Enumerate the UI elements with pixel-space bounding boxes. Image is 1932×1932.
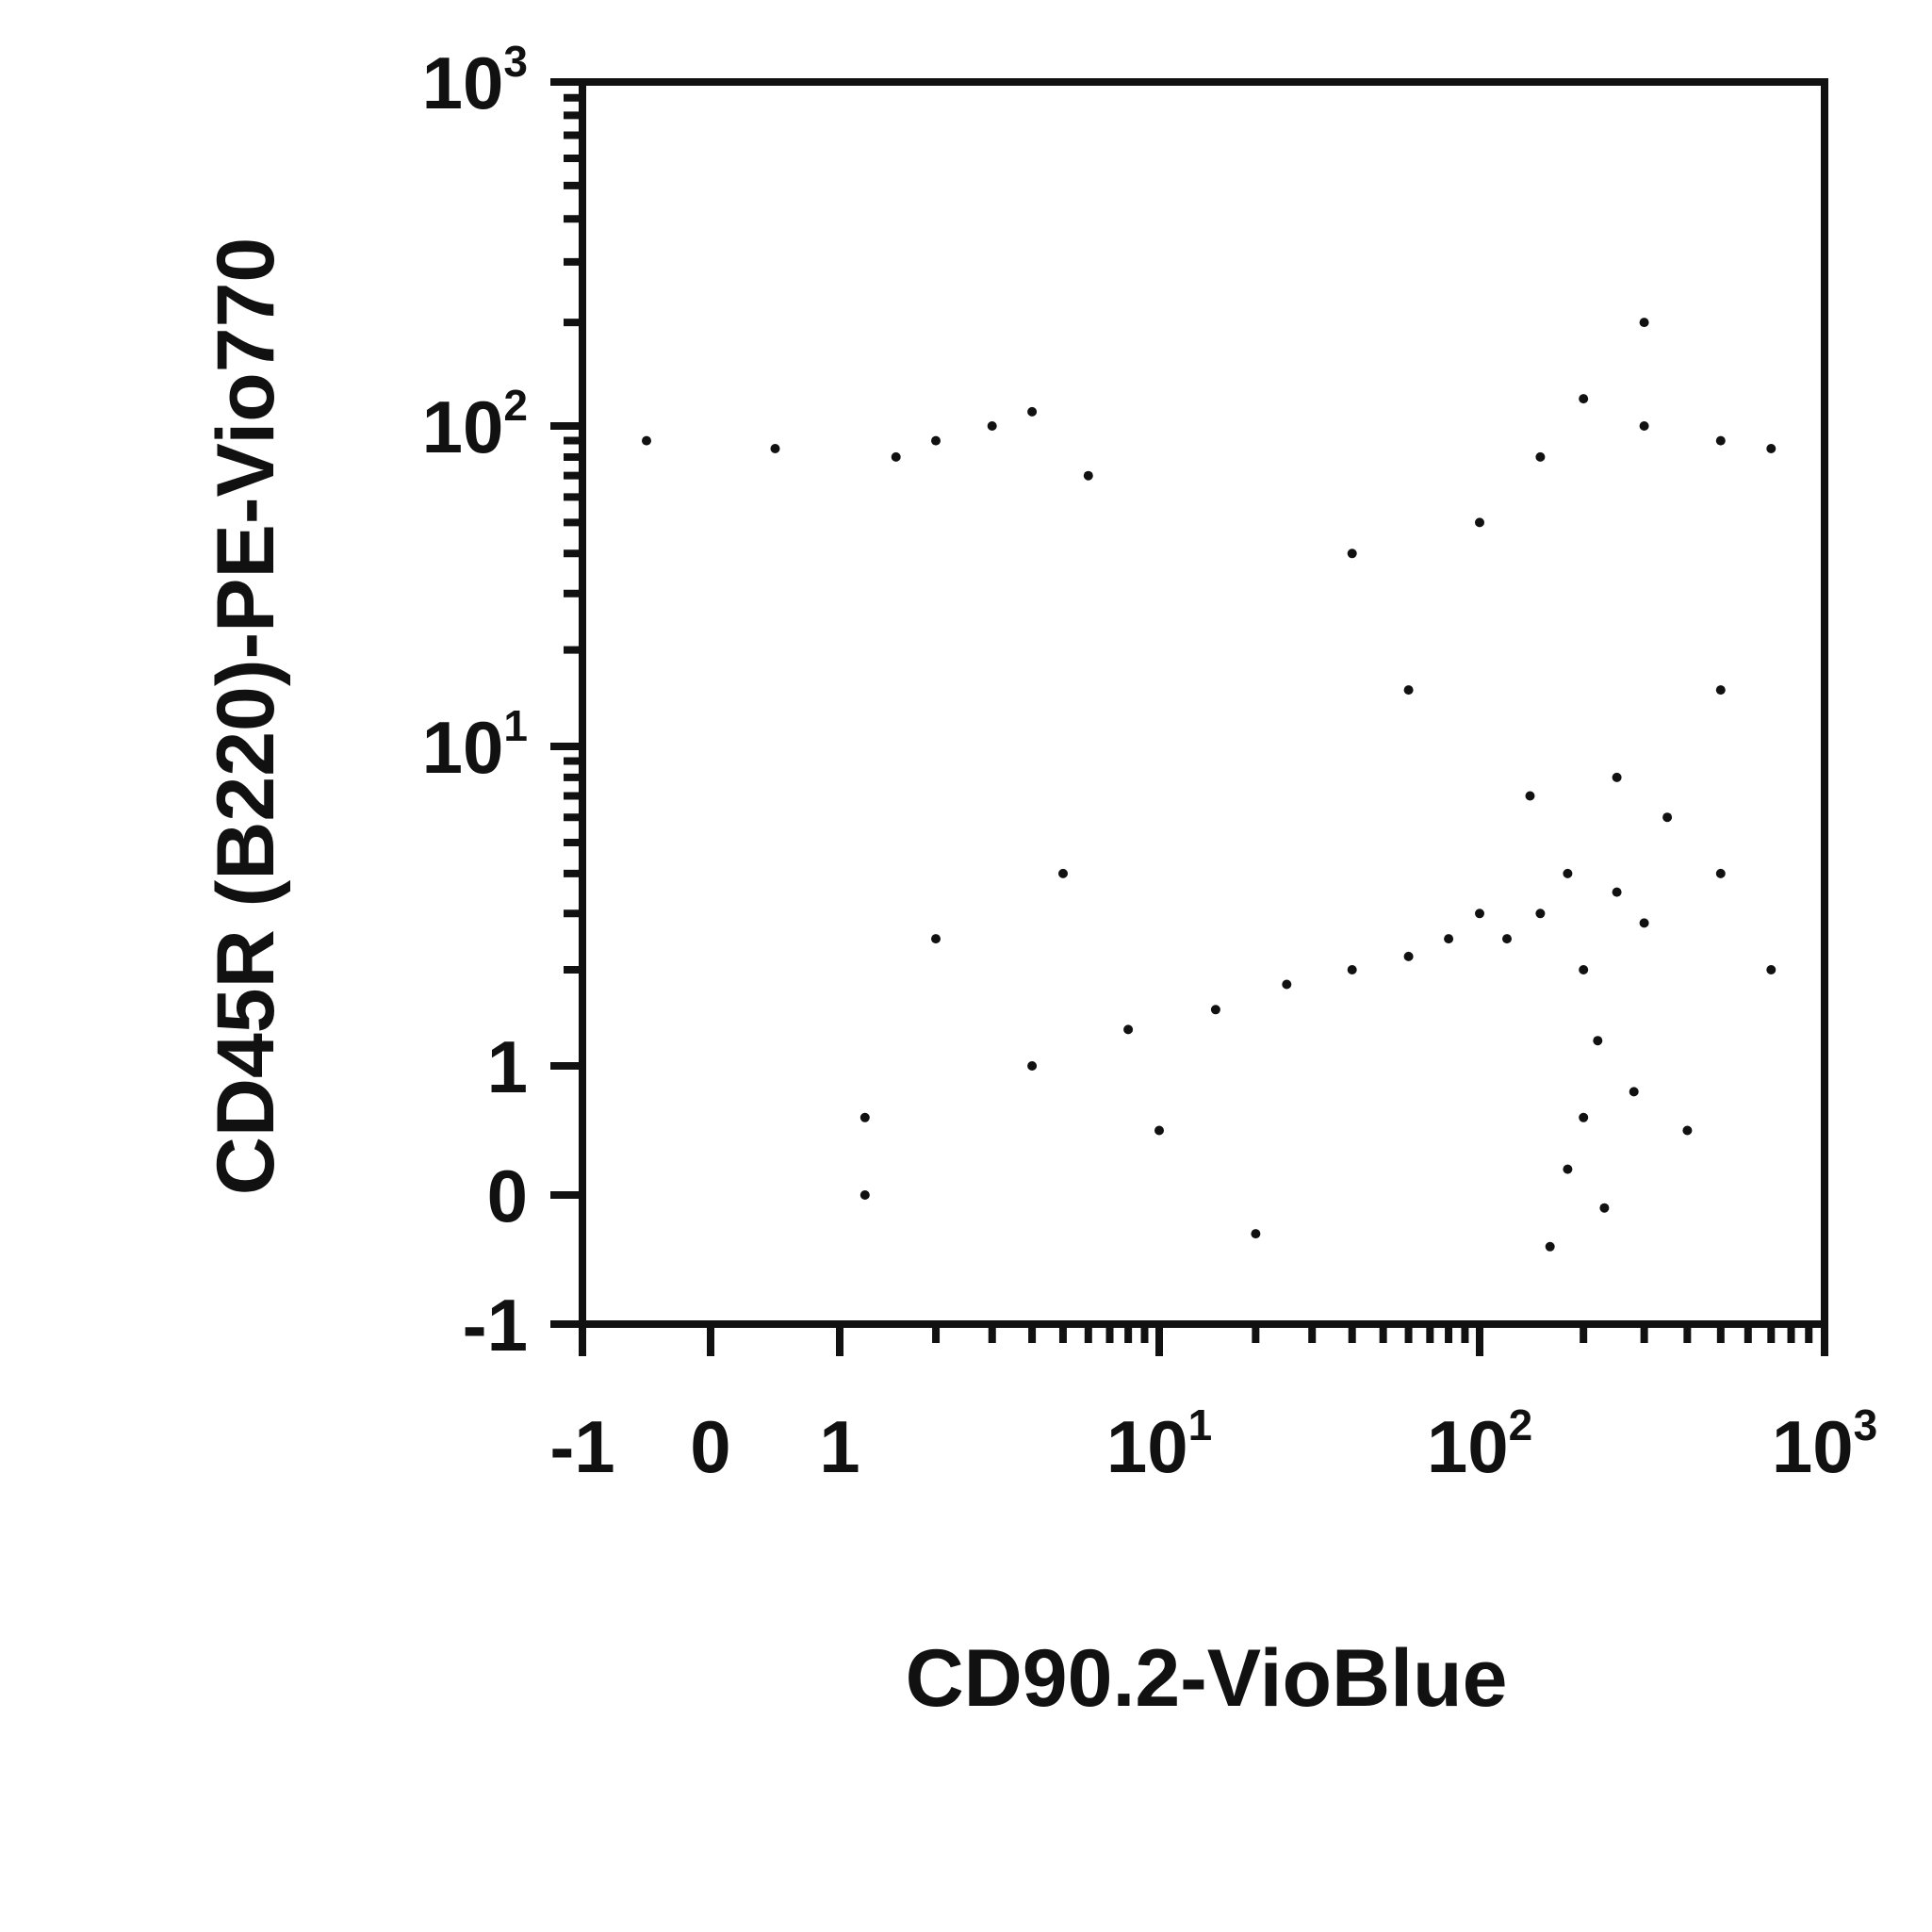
x-axis-ticks: [579, 1324, 1828, 1356]
data-point: [891, 451, 901, 462]
data-point: [1599, 1203, 1610, 1213]
x-axis-title: CD90.2-VioBlue: [906, 1633, 1508, 1724]
data-point: [987, 421, 997, 431]
data-point: [1083, 470, 1093, 481]
data-point: [1502, 934, 1512, 944]
data-point: [1579, 965, 1589, 974]
y-axis-title: CD45R (B220)-PE-Vio770: [201, 237, 291, 1195]
x-tick-label: 0: [690, 1405, 730, 1488]
data-point: [1682, 1125, 1693, 1136]
data-point: [1347, 965, 1357, 974]
y-tick-label: 0: [487, 1154, 528, 1237]
data-point: [1444, 934, 1454, 944]
data-point: [860, 1112, 870, 1122]
data-point: [1639, 318, 1649, 328]
data-point: [1715, 868, 1726, 878]
x-tick-label: -1: [549, 1405, 614, 1488]
data-point: [1525, 791, 1535, 801]
data-point: [1662, 812, 1673, 823]
data-point: [1403, 951, 1414, 961]
y-tick-label: -1: [463, 1284, 528, 1367]
data-point: [1563, 868, 1573, 878]
data-point: [1123, 1024, 1134, 1035]
data-point: [770, 444, 780, 453]
data-point: [931, 934, 941, 944]
data-point: [1282, 979, 1292, 990]
x-tick-label: 103: [1772, 1400, 1877, 1488]
data-point: [1639, 421, 1649, 431]
y-tick-label: 101: [422, 701, 528, 789]
data-point: [1058, 868, 1068, 878]
x-tick-label: 101: [1106, 1400, 1212, 1488]
y-axis-tick-labels: -1 0 1 101 102 103: [422, 37, 528, 1367]
data-point: [1766, 444, 1776, 453]
data-point: [1535, 909, 1546, 919]
data-point: [1593, 1036, 1603, 1046]
data-point: [1563, 1164, 1573, 1174]
data-points: [642, 318, 1776, 1252]
data-point: [1766, 965, 1776, 974]
data-point: [860, 1190, 870, 1200]
data-point: [1027, 406, 1038, 417]
data-point: [1612, 887, 1622, 897]
data-point: [1639, 918, 1649, 928]
data-point: [1715, 435, 1726, 446]
data-point: [1154, 1125, 1164, 1136]
y-tick-label: 1: [487, 1025, 528, 1108]
data-point: [1715, 685, 1726, 696]
data-point: [1475, 909, 1484, 919]
data-point: [1579, 1112, 1589, 1122]
y-tick-label: 103: [422, 37, 528, 124]
data-point: [1347, 548, 1357, 559]
data-point: [1403, 685, 1414, 696]
x-tick-label: 102: [1427, 1400, 1532, 1488]
data-point: [1612, 772, 1622, 782]
data-point: [931, 435, 941, 446]
data-point: [1210, 1005, 1220, 1015]
y-axis-ticks: [550, 78, 582, 1328]
data-point: [1535, 451, 1546, 462]
data-point: [1027, 1061, 1038, 1071]
data-point: [1629, 1087, 1639, 1097]
x-axis-tick-labels: -1 0 1 101 102 103: [549, 1400, 1877, 1488]
x-tick-label: 1: [819, 1405, 860, 1488]
data-point: [1251, 1229, 1261, 1239]
data-point: [1475, 517, 1484, 528]
plot-frame: [579, 78, 1828, 1328]
data-point: [1545, 1241, 1555, 1252]
y-tick-label: 102: [422, 381, 528, 468]
data-point: [642, 435, 651, 446]
data-point: [1579, 394, 1589, 404]
